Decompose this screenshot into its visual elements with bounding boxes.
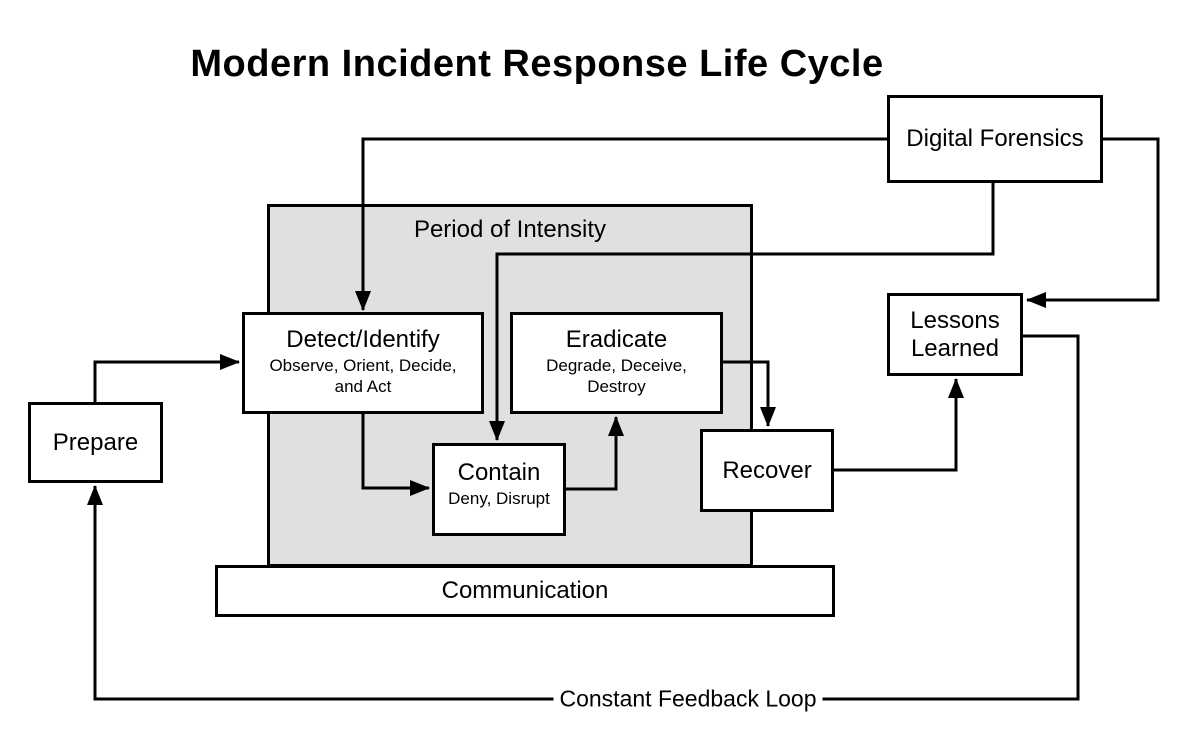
- arrow-digital-forensics-to-detect: [355, 137, 887, 311]
- eradicate-label: Eradicate: [565, 326, 668, 353]
- prepare-label: Prepare: [52, 428, 139, 456]
- eradicate-sublabel: Degrade, Deceive, Destroy: [546, 356, 687, 396]
- contain-label: Contain: [457, 459, 541, 486]
- feedback-loop-label: Constant Feedback Loop: [553, 685, 823, 713]
- arrow-digital-forensics-to-contain: [489, 182, 995, 441]
- arrow-digital-forensics-to-lessons-learned: [1026, 137, 1160, 308]
- lessons-learned-label: Lessons Learned: [910, 306, 1000, 362]
- communication-label: Communication: [441, 577, 609, 604]
- arrow-eradicate-to-recover: [723, 360, 776, 427]
- detect-identify-node: Detect/Identify Observe, Orient, Decide,…: [242, 312, 484, 414]
- digital-forensics-label: Digital Forensics: [906, 125, 1084, 152]
- digital-forensics-node: Digital Forensics: [887, 95, 1103, 183]
- arrow-recover-to-lessons-learned: [834, 378, 964, 472]
- period-of-intensity-label: Period of Intensity: [413, 216, 607, 243]
- recover-node: Recover: [700, 429, 834, 512]
- communication-bar: Communication: [215, 565, 835, 617]
- arrow-lessons-learned-to-prepare-feedback-loop: [87, 334, 1080, 701]
- lessons-learned-node: Lessons Learned: [887, 293, 1023, 376]
- arrow-prepare-to-detect: [93, 354, 240, 402]
- detect-identify-label: Detect/Identify: [286, 326, 440, 353]
- contain-sublabel: Deny, Disrupt: [448, 489, 550, 508]
- eradicate-node: Eradicate Degrade, Deceive, Destroy: [510, 312, 723, 414]
- prepare-node: Prepare: [28, 402, 163, 483]
- detect-identify-sublabel: Observe, Orient, Decide, and Act: [269, 356, 457, 396]
- contain-node: Contain Deny, Disrupt: [432, 443, 566, 536]
- arrow-detect-to-contain: [361, 414, 430, 496]
- diagram-title: Modern Incident Response Life Cycle: [190, 43, 884, 85]
- arrow-contain-to-eradicate: [566, 416, 624, 491]
- recover-label: Recover: [722, 456, 812, 484]
